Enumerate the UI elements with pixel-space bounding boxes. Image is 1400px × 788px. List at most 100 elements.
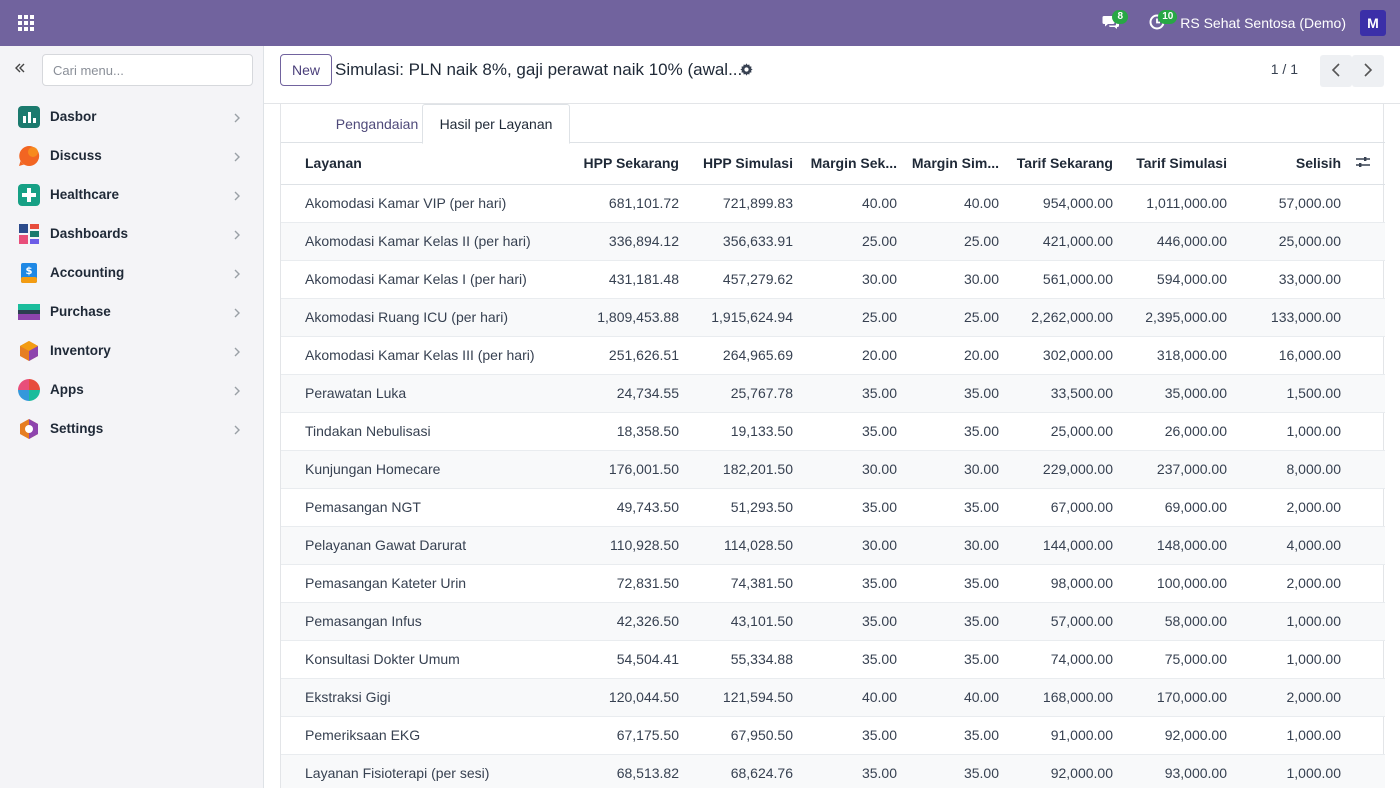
sidebar-item-settings[interactable]: Settings — [0, 409, 263, 448]
tab-hasil-per-layanan[interactable]: Hasil per Layanan — [422, 104, 570, 144]
value-cell: 2,262,000.00 — [999, 298, 1113, 337]
value-cell: 170,000.00 — [1113, 678, 1227, 717]
value-cell: 35.00 — [897, 374, 999, 413]
user-avatar[interactable]: M — [1360, 10, 1386, 36]
value-cell: 20.00 — [793, 336, 897, 375]
table-row[interactable]: Pelayanan Gawat Darurat 110,928.50 114,028… — [281, 526, 1385, 565]
pager-next-button[interactable] — [1352, 55, 1384, 87]
row-spacer-cell — [1341, 412, 1385, 451]
value-cell: 1,000.00 — [1227, 640, 1341, 679]
value-cell: 35.00 — [897, 412, 999, 451]
company-switcher[interactable]: RS Sehat Sentosa (Demo) — [1180, 15, 1346, 31]
table-row[interactable]: Pemasangan Infus 42,326.50 43,101.50 35.00 3… — [281, 602, 1385, 641]
apps-icon — [17, 378, 40, 401]
table-row[interactable]: Pemasangan Kateter Urin 72,831.50 74,381.5… — [281, 564, 1385, 603]
row-spacer-cell — [1341, 336, 1385, 375]
value-cell: 168,000.00 — [999, 678, 1113, 717]
table-row[interactable]: Akomodasi Kamar Kelas III (per hari) 251,… — [281, 336, 1385, 375]
value-cell: 35.00 — [793, 640, 897, 679]
value-cell: 54,504.41 — [557, 640, 679, 679]
sidebar-item-accounting[interactable]: $ Accounting — [0, 253, 263, 292]
column-header[interactable]: HPP Sekarang — [557, 143, 679, 185]
column-header[interactable]: Layanan — [281, 143, 557, 185]
table-row[interactable]: Perawatan Luka 24,734.55 25,767.78 35.00 35.… — [281, 374, 1385, 413]
healthcare-cross-icon — [17, 183, 40, 206]
chevron-left-icon — [1331, 62, 1341, 80]
value-cell: 40.00 — [793, 678, 897, 717]
sidebar-item-inventory[interactable]: Inventory — [0, 331, 263, 370]
column-header[interactable]: Margin Sim... — [897, 143, 999, 185]
table-row[interactable]: Akomodasi Kamar Kelas I (per hari) 431,18… — [281, 260, 1385, 299]
column-header[interactable]: Selisih — [1227, 143, 1341, 185]
gear-icon[interactable] — [740, 63, 753, 79]
new-button[interactable]: New — [280, 54, 333, 86]
table-row[interactable]: Akomodasi Kamar VIP (per hari) 681,101.72… — [281, 184, 1385, 223]
value-cell: 25,000.00 — [999, 412, 1113, 451]
row-spacer-cell — [1341, 488, 1385, 527]
column-header[interactable]: Tarif Simulasi — [1113, 143, 1227, 185]
table-row[interactable]: Akomodasi Kamar Kelas II (per hari) 336,8… — [281, 222, 1385, 261]
row-spacer-cell — [1341, 222, 1385, 261]
sidebar-item-apps[interactable]: Apps — [0, 370, 263, 409]
value-cell: 35.00 — [793, 602, 897, 641]
value-cell: 72,831.50 — [557, 564, 679, 603]
table-row[interactable]: Tindakan Nebulisasi 18,358.50 19,133.50 35.… — [281, 412, 1385, 451]
collapse-sidebar-icon[interactable] — [14, 61, 34, 79]
table-row[interactable]: Layanan Fisioterapi (per sesi) 68,513.82 6… — [281, 754, 1385, 788]
chevron-right-icon — [233, 305, 241, 321]
value-cell: 35,000.00 — [1113, 374, 1227, 413]
table-row[interactable]: Konsultasi Dokter Umum 54,504.41 55,334.88… — [281, 640, 1385, 679]
value-cell: 30.00 — [793, 526, 897, 565]
sidebar-item-discuss[interactable]: Discuss — [0, 136, 263, 175]
sidebar-item-purchase[interactable]: Purchase — [0, 292, 263, 331]
sidebar-item-dasbor[interactable]: Dasbor — [0, 97, 263, 136]
service-name-cell: Konsultasi Dokter Umum — [281, 640, 557, 679]
row-spacer-cell — [1341, 374, 1385, 413]
value-cell: 1,915,624.94 — [679, 298, 793, 337]
app-menu-grid-icon[interactable] — [0, 0, 52, 46]
row-spacer-cell — [1341, 640, 1385, 679]
table-row[interactable]: Kunjungan Homecare 176,001.50 182,201.50 30… — [281, 450, 1385, 489]
dashboards-icon — [17, 222, 40, 245]
table-row[interactable]: Pemeriksaan EKG 67,175.50 67,950.50 35.00 35… — [281, 716, 1385, 755]
value-cell: 148,000.00 — [1113, 526, 1227, 565]
notebook-tabs: Pengandaian Hasil per Layanan — [281, 104, 1385, 144]
value-cell: 35.00 — [897, 488, 999, 527]
value-cell: 721,899.83 — [679, 184, 793, 223]
value-cell: 40.00 — [897, 678, 999, 717]
value-cell: 421,000.00 — [999, 222, 1113, 261]
sidebar-item-healthcare[interactable]: Healthcare — [0, 175, 263, 214]
row-spacer-cell — [1341, 678, 1385, 717]
pager-previous-button[interactable] — [1320, 55, 1352, 87]
column-header[interactable]: HPP Simulasi — [679, 143, 793, 185]
activities-button[interactable]: 10 — [1134, 0, 1180, 46]
column-header[interactable]: Tarif Sekarang — [999, 143, 1113, 185]
sidebar-item-label: Accounting — [50, 265, 125, 280]
value-cell: 35.00 — [793, 564, 897, 603]
value-cell: 35.00 — [793, 754, 897, 788]
value-cell: 302,000.00 — [999, 336, 1113, 375]
tab-pengandaian[interactable]: Pengandaian — [335, 115, 419, 132]
table-row[interactable]: Akomodasi Ruang ICU (per hari) 1,809,453.… — [281, 298, 1385, 337]
service-name-cell: Perawatan Luka — [281, 374, 557, 413]
pager-value[interactable]: 1 / 1 — [1270, 61, 1298, 77]
chevron-right-icon — [233, 344, 241, 360]
value-cell: 74,381.50 — [679, 564, 793, 603]
column-header[interactable]: Margin Sek... — [793, 143, 897, 185]
value-cell: 35.00 — [793, 716, 897, 755]
row-spacer-cell — [1341, 184, 1385, 223]
value-cell: 100,000.00 — [1113, 564, 1227, 603]
sliders-icon — [1356, 155, 1370, 171]
service-name-cell: Akomodasi Ruang ICU (per hari) — [281, 298, 557, 337]
menu-search-input[interactable] — [42, 54, 253, 86]
table-row[interactable]: Pemasangan NGT 49,743.50 51,293.50 35.00 35.… — [281, 488, 1385, 527]
value-cell: 35.00 — [897, 716, 999, 755]
service-name-cell: Akomodasi Kamar Kelas I (per hari) — [281, 260, 557, 299]
value-cell: 121,594.50 — [679, 678, 793, 717]
value-cell: 69,000.00 — [1113, 488, 1227, 527]
sidebar-item-dashboards[interactable]: Dashboards — [0, 214, 263, 253]
chevron-right-icon — [233, 188, 241, 204]
table-row[interactable]: Ekstraksi Gigi 120,044.50 121,594.50 40.00 4… — [281, 678, 1385, 717]
messages-button[interactable]: 8 — [1088, 0, 1134, 46]
optional-columns-toggle[interactable] — [1341, 143, 1385, 185]
